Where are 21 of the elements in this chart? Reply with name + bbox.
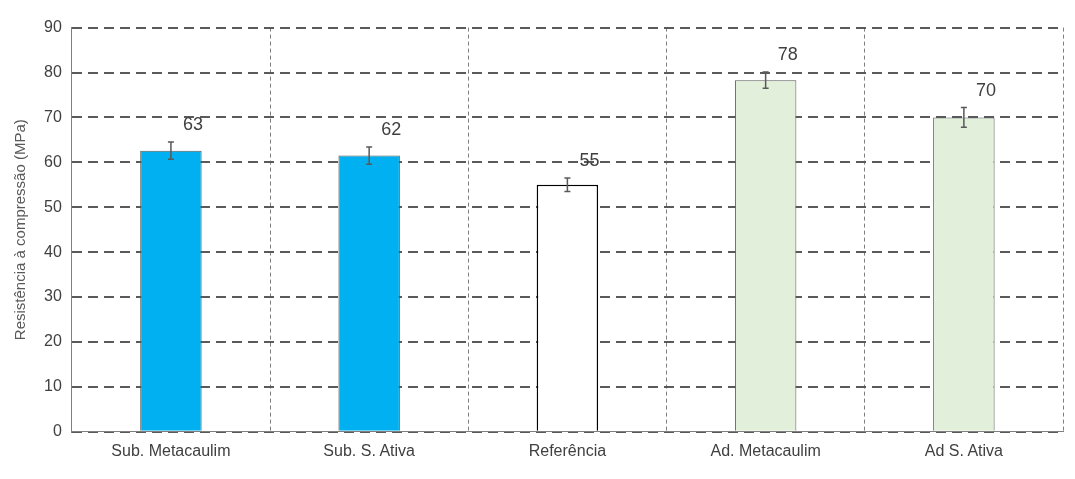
x-tick-label: Sub. Metacaulim — [111, 441, 231, 459]
y-tick-label: 50 — [44, 197, 62, 215]
y-tick-label: 10 — [44, 377, 62, 395]
x-tick-label: Referência — [528, 441, 607, 459]
y-tick-label: 80 — [44, 62, 62, 80]
data-label: 63 — [182, 114, 203, 135]
y-axis-title: Resistência à compressão (MPa) — [11, 119, 29, 341]
x-tick-label: Sub. S. Ativa — [323, 441, 416, 459]
data-label: 62 — [381, 119, 402, 140]
y-tick-label: 90 — [44, 18, 62, 36]
data-label: 55 — [579, 150, 600, 171]
data-label: 70 — [975, 79, 996, 100]
y-tick-label: 20 — [44, 332, 62, 350]
y-tick-label: 0 — [52, 422, 62, 440]
y-tick-label: 30 — [44, 287, 62, 305]
x-tick-label: Ad. Metacaulim — [710, 441, 821, 459]
x-tick-label: Ad S. Ativa — [924, 441, 1004, 459]
y-tick-label: 60 — [44, 152, 62, 170]
data-label: 78 — [777, 44, 798, 65]
y-tick-label: 40 — [44, 242, 62, 260]
y-tick-label: 70 — [44, 107, 62, 125]
